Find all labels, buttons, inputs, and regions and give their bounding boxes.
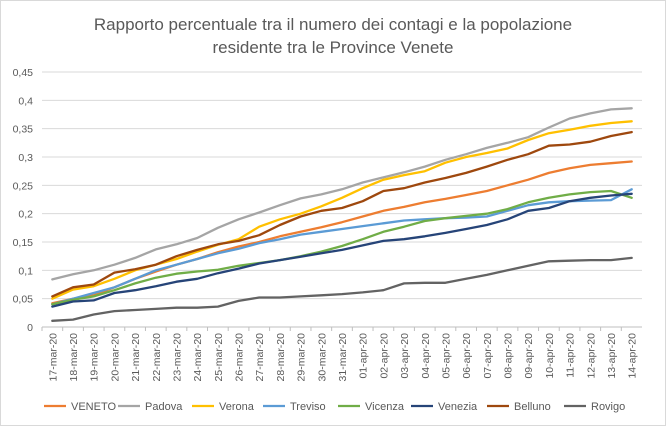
- series-line-padova: [51, 107, 633, 281]
- x-tick-label: 24-mar-20: [192, 333, 204, 382]
- y-tick-label: 0,2: [18, 209, 33, 221]
- x-tick-label: 05-apr-20: [440, 333, 452, 379]
- y-tick-label: 0,25: [13, 180, 34, 192]
- series-line-venezia: [51, 192, 633, 308]
- gridlines: [42, 71, 642, 328]
- chart-title-line-1: Rapporto percentuale tra il numero dei c…: [94, 15, 572, 34]
- y-tick-label: 0,4: [18, 95, 33, 107]
- x-tick-label: 01-apr-20: [358, 333, 370, 379]
- y-tick-label: 0,05: [13, 294, 34, 306]
- series-line-rovigo: [51, 256, 633, 322]
- legend-label-rovigo: Rovigo: [591, 401, 625, 413]
- x-tick-label: 20-mar-20: [109, 333, 121, 382]
- y-tick-label: 0,3: [18, 152, 33, 164]
- series-lines: [51, 107, 633, 322]
- x-tick-label: 28-mar-20: [275, 333, 287, 382]
- legend-label-belluno: Belluno: [514, 401, 551, 413]
- x-tick-label: 27-mar-20: [254, 333, 266, 382]
- legend: VENETO Padova Verona Treviso Vicenza Venezia B…: [44, 401, 625, 413]
- legend-label-vicenza: Vicenza: [365, 401, 405, 413]
- legend-label-veneto: VENETO: [71, 401, 116, 413]
- x-tick-label: 02-apr-20: [378, 333, 390, 379]
- y-tick-label: 0,15: [13, 237, 34, 249]
- series-line-vicenza: [51, 189, 633, 306]
- x-tick-label: 22-mar-20: [151, 333, 163, 382]
- legend-label-venezia: Venezia: [438, 401, 478, 413]
- x-tick-label: 10-apr-20: [544, 333, 556, 379]
- x-tick-label: 03-apr-20: [399, 333, 411, 379]
- x-tick-label: 08-apr-20: [503, 333, 515, 379]
- x-tick-label: 31-mar-20: [337, 333, 349, 382]
- legend-label-padova: Padova: [145, 401, 183, 413]
- x-tick-label: 14-apr-20: [627, 333, 639, 379]
- chart-title-line-2: residente tra le Province Venete: [213, 38, 454, 57]
- series-line-belluno: [51, 130, 633, 298]
- legend-label-verona: Verona: [219, 401, 255, 413]
- x-tick-label: 26-mar-20: [234, 333, 246, 382]
- x-tick-label: 11-apr-20: [565, 333, 577, 378]
- x-tick-label: 19-mar-20: [89, 333, 101, 382]
- x-tick-label: 17-mar-20: [47, 333, 59, 382]
- legend-label-treviso: Treviso: [290, 401, 326, 413]
- y-tick-label: 0,45: [13, 67, 34, 79]
- x-tick-label: 30-mar-20: [316, 333, 328, 382]
- x-tick-label: 18-mar-20: [68, 333, 80, 382]
- y-tick-label: 0,1: [18, 265, 33, 277]
- x-tick-label: 04-apr-20: [420, 333, 432, 379]
- y-tick-label: 0: [27, 322, 33, 334]
- x-tick-label: 12-apr-20: [585, 333, 597, 379]
- series-line-treviso: [51, 188, 633, 306]
- x-tick-label: 21-mar-20: [130, 333, 142, 382]
- x-tick-label: 29-mar-20: [296, 333, 308, 382]
- x-tick-label: 09-apr-20: [523, 333, 535, 379]
- x-tick-label: 25-mar-20: [213, 333, 225, 382]
- x-tick-label: 23-mar-20: [171, 333, 183, 382]
- x-tick-label: 13-apr-20: [606, 333, 618, 379]
- y-axis: 0 0,05 0,1 0,15 0,2 0,25 0,3 0,35 0,4 0,45: [13, 67, 34, 334]
- y-tick-label: 0,35: [13, 124, 34, 136]
- x-tick-label: 07-apr-20: [482, 333, 494, 379]
- x-tick-label: 06-apr-20: [461, 333, 473, 379]
- x-axis: 17-mar-20 18-mar-20 19-mar-20 20-mar-20 21-m…: [41, 327, 639, 382]
